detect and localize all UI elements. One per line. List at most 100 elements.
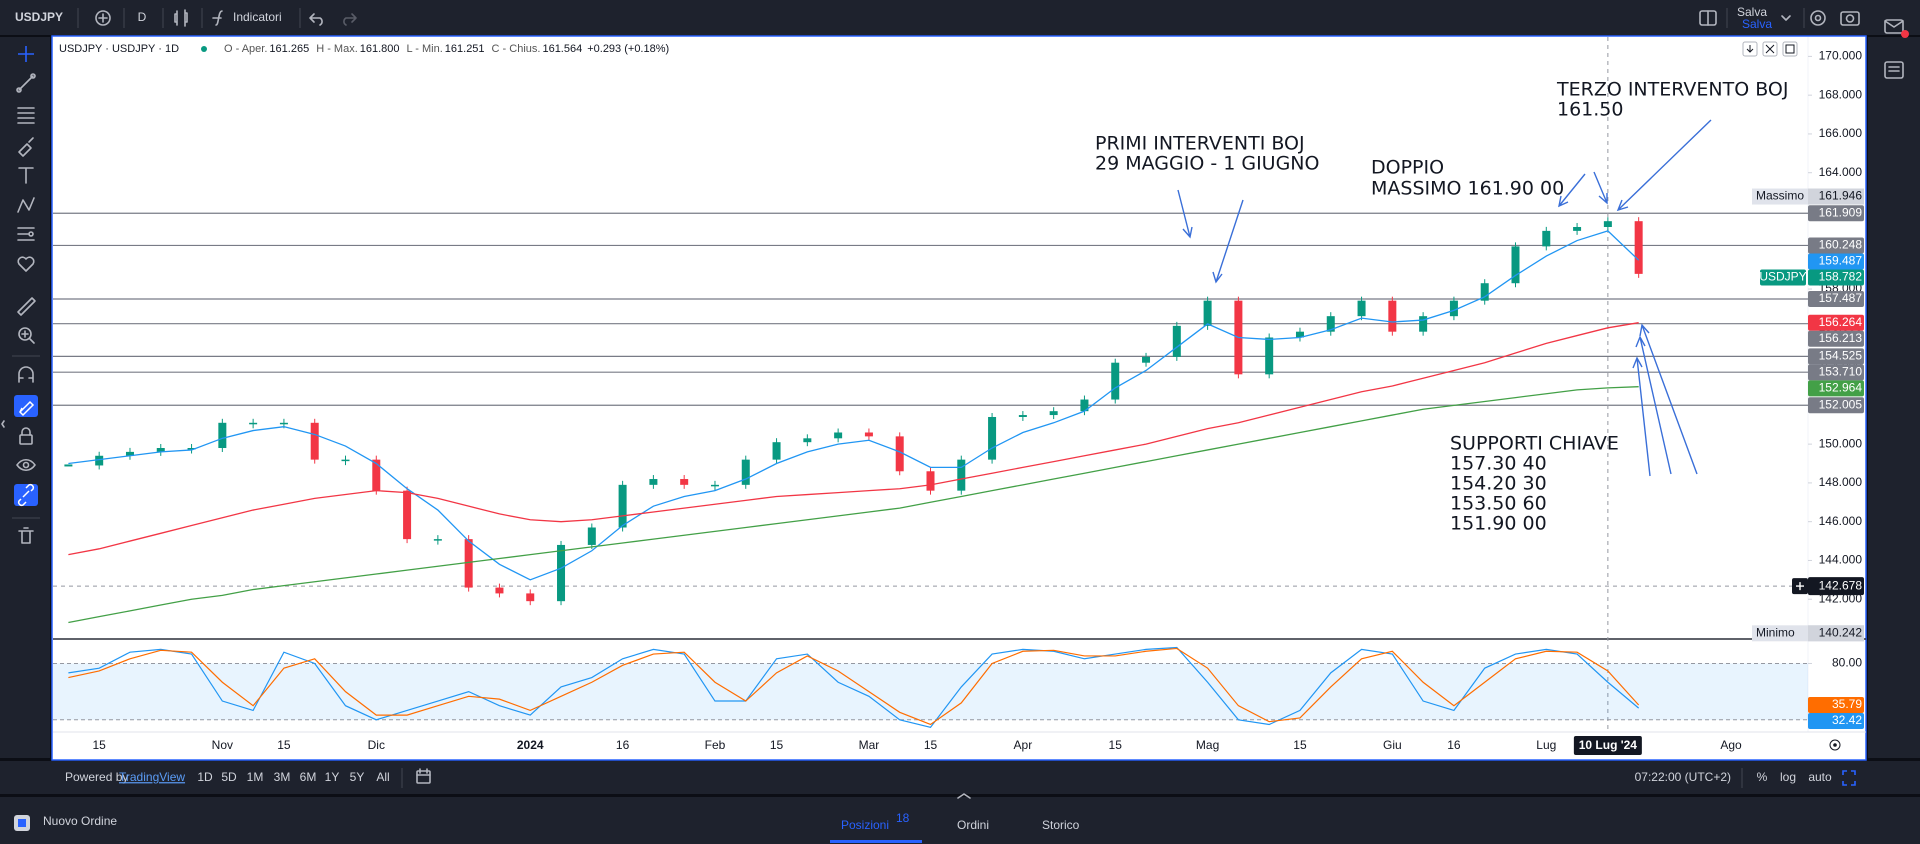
candle xyxy=(403,490,412,540)
y-tick-label: 168.000 xyxy=(1819,87,1863,101)
tool-stay-drawing[interactable] xyxy=(14,395,38,417)
legend-high: 161.800 xyxy=(360,43,400,55)
candle xyxy=(864,432,873,437)
settings[interactable] xyxy=(1810,10,1826,26)
order-icon[interactable] xyxy=(14,815,30,831)
range[interactable]: 1M xyxy=(247,770,264,784)
legend-high-label: H - Max. xyxy=(316,43,358,55)
x-tick-label: Nov xyxy=(212,738,233,752)
range[interactable]: 5D xyxy=(221,770,237,784)
candle xyxy=(680,479,689,485)
legend-low-label: L - Min. xyxy=(407,43,443,55)
extreme-value-bg xyxy=(1808,188,1864,205)
tool-trendline[interactable] xyxy=(16,73,36,93)
indicators[interactable]: Indicatori xyxy=(233,10,282,24)
save-menu[interactable] xyxy=(1781,15,1791,21)
legend-low: 161.251 xyxy=(445,43,485,55)
layout[interactable] xyxy=(1699,10,1717,26)
price-badge xyxy=(1808,330,1864,347)
save[interactable]: Salva xyxy=(1737,5,1767,19)
snapshot[interactable] xyxy=(1840,11,1860,26)
stoch-line xyxy=(68,646,1640,728)
interval[interactable]: D xyxy=(138,10,147,24)
scale-option[interactable]: log xyxy=(1780,770,1796,784)
legend-close-label: C - Chius. xyxy=(492,43,541,55)
new-order[interactable]: Nuovo Ordine xyxy=(43,814,117,828)
range[interactable]: 1Y xyxy=(325,770,340,784)
range[interactable]: 1D xyxy=(197,770,213,784)
tool-forecast[interactable] xyxy=(17,227,35,241)
messages[interactable] xyxy=(1884,19,1909,38)
tool-sync[interactable] xyxy=(14,483,38,507)
candle xyxy=(587,527,596,545)
price-badge xyxy=(1808,205,1864,222)
legend-open: 161.265 xyxy=(269,43,309,55)
x-tick-label: Ago xyxy=(1720,738,1742,752)
scale-option[interactable]: auto xyxy=(1808,770,1832,784)
tool-hlines[interactable] xyxy=(17,107,35,124)
x-tick-label: 15 xyxy=(1293,738,1307,752)
goto-date[interactable] xyxy=(416,768,431,784)
price-badge-label: 154.525 xyxy=(1819,349,1863,363)
extreme-label: Minimo xyxy=(1756,625,1795,639)
symbol[interactable]: USDJPY xyxy=(15,10,63,24)
tool-magnet[interactable] xyxy=(18,366,34,383)
tool-crosshair[interactable] xyxy=(18,46,34,62)
y-tick-label: 170.000 xyxy=(1819,49,1863,63)
moving-average xyxy=(68,230,1640,581)
chart-type[interactable] xyxy=(174,9,188,27)
range[interactable]: All xyxy=(376,770,389,784)
tool-measure[interactable] xyxy=(17,297,36,316)
price-badge-label: 159.487 xyxy=(1819,254,1863,268)
watchlist[interactable] xyxy=(1884,61,1904,79)
pane-buttons[interactable] xyxy=(1742,41,1798,57)
brand-link[interactable]: TradingView xyxy=(119,770,185,784)
y-tick-label: 80.00 xyxy=(1832,656,1862,670)
price-badge xyxy=(1808,380,1864,397)
x-tick-label: 2024 xyxy=(517,738,544,752)
scale-option[interactable]: % xyxy=(1757,770,1768,784)
candle xyxy=(1172,325,1181,357)
annotation: 151.90 00 xyxy=(1450,513,1547,535)
range[interactable]: 3M xyxy=(274,770,291,784)
candle xyxy=(803,438,812,443)
time-settings[interactable] xyxy=(1829,739,1841,751)
symbol-tag xyxy=(1760,269,1806,286)
redo[interactable] xyxy=(343,13,357,26)
tool-lock[interactable] xyxy=(19,427,33,445)
fullscreen[interactable] xyxy=(1842,770,1856,786)
annotation: PRIMI INTERVENTI BOJ xyxy=(1095,133,1305,155)
price-badge-label: 32.42 xyxy=(1832,713,1862,727)
tool-delete[interactable] xyxy=(18,527,34,544)
indicators-icon[interactable] xyxy=(212,10,223,26)
tool-zoom[interactable] xyxy=(18,327,35,344)
undo[interactable] xyxy=(309,13,323,26)
price-badge-label: 152.005 xyxy=(1819,397,1863,411)
expand-panel[interactable] xyxy=(957,793,971,799)
candle xyxy=(988,416,997,460)
tab[interactable]: Storico xyxy=(1042,818,1080,832)
x-tick-label: Giu xyxy=(1383,738,1402,752)
legend-close: 161.564 xyxy=(542,43,582,55)
tool-shapes[interactable] xyxy=(17,256,35,272)
add-symbol[interactable] xyxy=(95,10,111,26)
legend-open-label: O - Aper. xyxy=(224,43,267,55)
tool-brush[interactable] xyxy=(18,137,34,157)
tool-visibility[interactable] xyxy=(16,458,36,472)
range[interactable]: 5Y xyxy=(350,770,365,784)
tool-text[interactable] xyxy=(18,167,34,184)
candle xyxy=(1634,221,1643,274)
add-alert[interactable] xyxy=(1792,578,1808,595)
tab-active[interactable]: Posizioni xyxy=(841,818,889,832)
price-badge-label: 157.487 xyxy=(1819,291,1863,305)
collapse-toolbar[interactable] xyxy=(1,420,5,428)
y-tick-label: 166.000 xyxy=(1819,126,1863,140)
tab[interactable]: Ordini xyxy=(957,818,989,832)
candle xyxy=(341,459,350,462)
tool-pattern[interactable] xyxy=(17,197,35,213)
candle xyxy=(218,422,227,449)
price-badge-label: 35.79 xyxy=(1832,697,1862,711)
annotation: 161.50 xyxy=(1557,99,1623,121)
candle xyxy=(187,448,196,450)
range[interactable]: 6M xyxy=(300,770,317,784)
